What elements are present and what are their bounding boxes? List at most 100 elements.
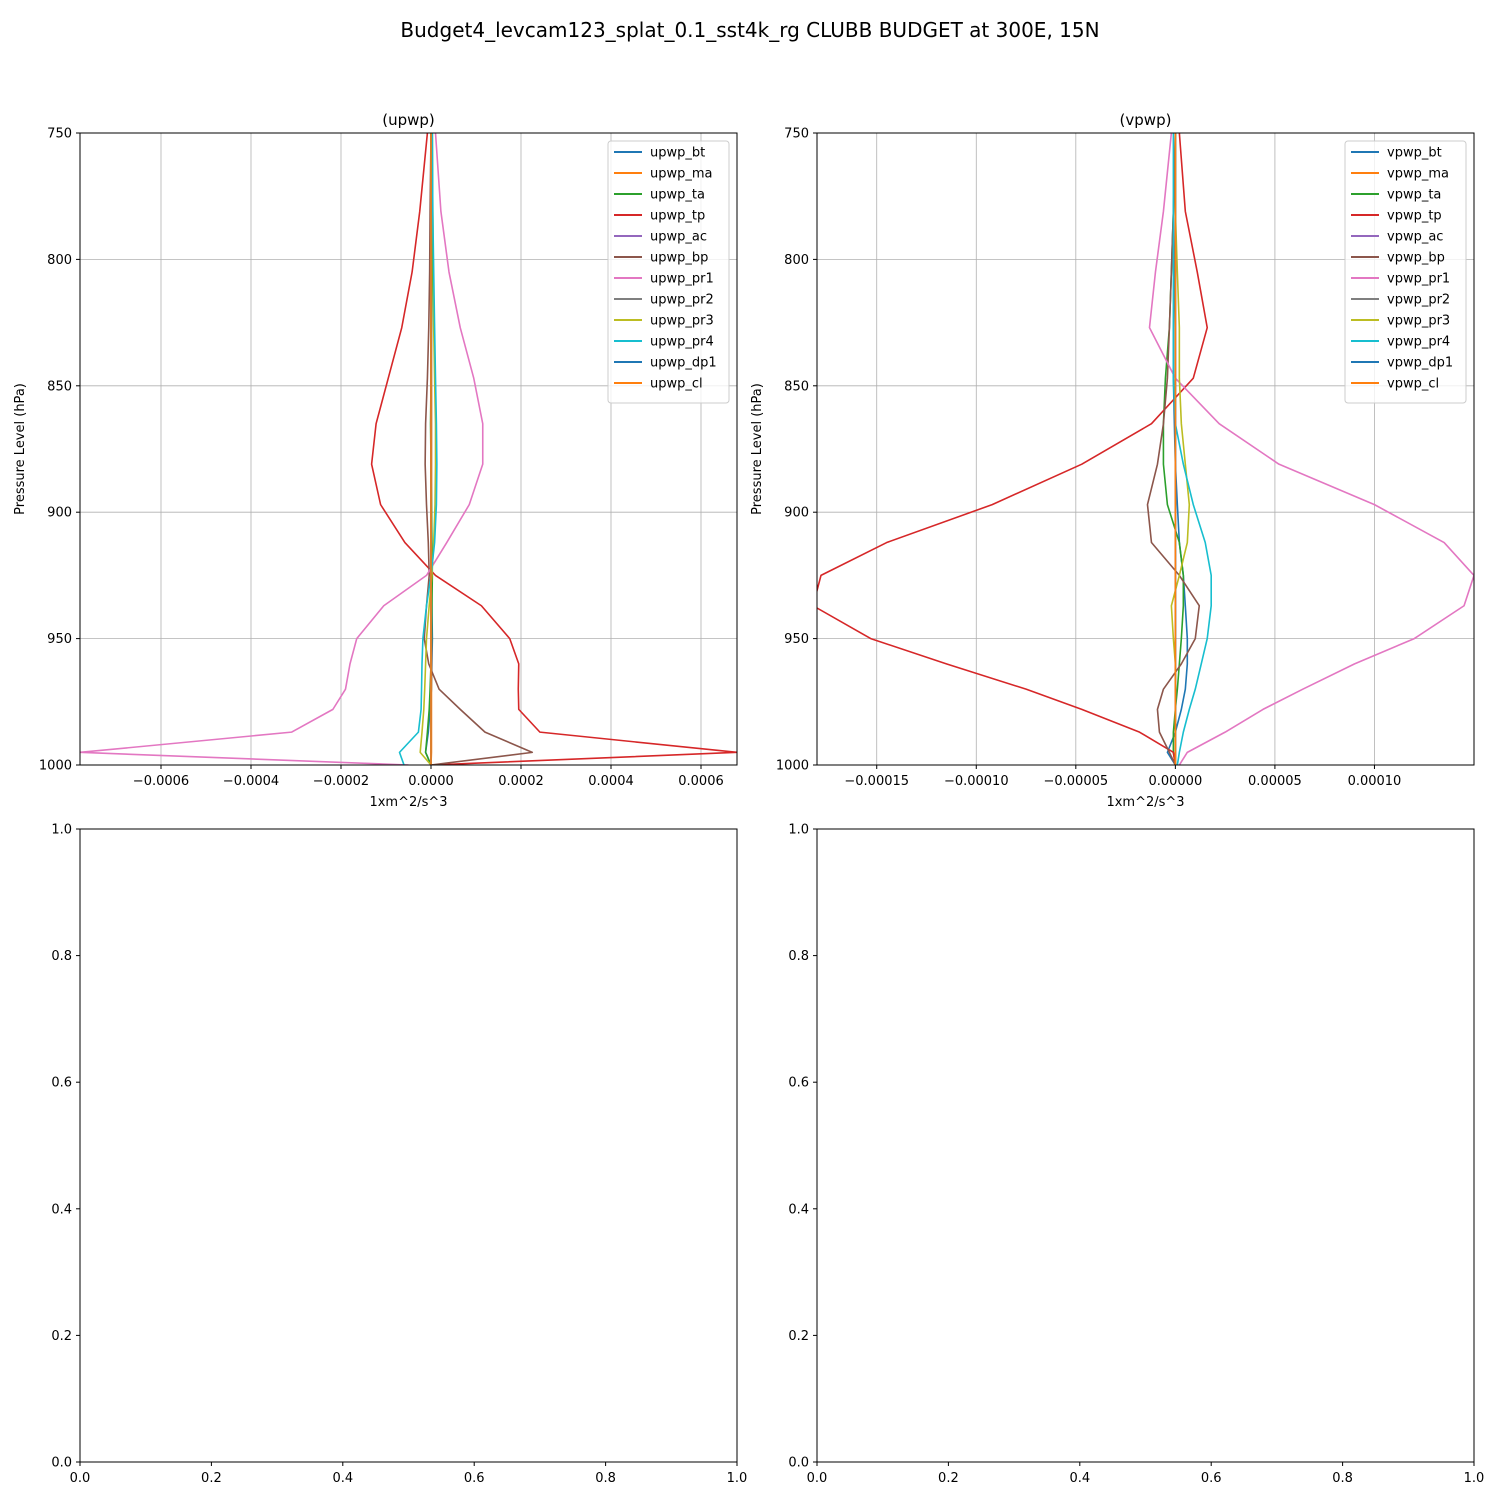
panel-empty-bottom-right: 0.0 0.2 0.4 0.6 0.8 1.0 0.0 0.2 0.4 0.6 0.8 1.0 (788, 823, 1484, 1487)
y-tick-label: 950 (784, 632, 809, 647)
legend-label: vpwp_ta (1387, 188, 1441, 203)
axes-frame (79, 828, 738, 1463)
y-tick-label: 0.2 (788, 1329, 809, 1344)
y-tick-label: 0.4 (51, 1202, 72, 1217)
x-tick-label: 0.0002 (498, 774, 544, 789)
x-tick-label: −0.00015 (844, 774, 909, 789)
series-line-upwp_bp (423, 133, 534, 765)
x-tick-label: 0.4 (1069, 1471, 1090, 1486)
x-tick-label: 0.0006 (678, 774, 724, 789)
legend-label: vpwp_ac (1387, 230, 1443, 245)
legend-label: upwp_cl (650, 377, 703, 392)
x-tick-label: 0.00000 (1148, 774, 1202, 789)
y-tick-label: 0.0 (788, 1456, 809, 1471)
panel-empty-bottom-left: 0.0 0.2 0.4 0.6 0.8 1.0 0.0 0.2 0.4 0.6 0.8 1.0 (51, 823, 747, 1487)
y-tick-label: 850 (47, 379, 72, 394)
y-tick-label: 0.8 (788, 949, 809, 964)
series-group (817, 133, 1474, 765)
legend-label: vpwp_pr3 (1387, 314, 1450, 329)
y-tick-label: 0.4 (788, 1202, 809, 1217)
y-tick-label: 850 (784, 379, 809, 394)
y-tick-label: 900 (784, 506, 809, 521)
legend-label: vpwp_cl (1387, 377, 1439, 392)
legend-label: upwp_ac (650, 230, 707, 245)
x-tick-label: 0.2 (938, 1471, 959, 1486)
x-tick-label: 0.00005 (1248, 774, 1302, 789)
x-tick-label: 0.0004 (588, 774, 634, 789)
legend-label: vpwp_bt (1387, 146, 1442, 161)
series-line-upwp_pr1 (80, 133, 484, 765)
axes-frame (816, 132, 1475, 766)
y-tick-label: 0.6 (51, 1076, 72, 1091)
legend-label: upwp_dp1 (650, 356, 717, 371)
legend-label: upwp_pr4 (650, 335, 714, 350)
x-tick-label: 0.0 (807, 1471, 828, 1486)
panel-title: (vpwp) (1120, 111, 1172, 129)
y-axis-label: Pressure Level (hPa) (750, 383, 765, 515)
legend-label: vpwp_bp (1387, 251, 1445, 266)
legend-label: vpwp_ma (1387, 167, 1449, 182)
series-line-vpwp_bp (1146, 133, 1201, 765)
panel-vpwp: −0.00015 −0.00010 −0.00005 0.00000 0.00005 0.… (750, 111, 1475, 810)
x-tick-label: −0.00005 (1043, 774, 1108, 789)
legend-label: upwp_ma (650, 167, 713, 182)
legend-label: vpwp_pr2 (1387, 293, 1450, 308)
y-tick-label: 0.8 (51, 949, 72, 964)
y-tick-label: 1.0 (51, 823, 72, 838)
x-tick-label: 0.0000 (408, 774, 454, 789)
series-line-upwp_pr4 (398, 133, 438, 765)
legend: upwp_bt upwp_ma upwp_ta upwp_tp upwp_ac upwp_… (607, 140, 730, 404)
series-group (80, 133, 737, 765)
x-tick-label: −0.0002 (313, 774, 369, 789)
legend-label: vpwp_pr1 (1387, 272, 1450, 287)
legend-label: upwp_pr3 (650, 314, 714, 329)
axes-frame (816, 828, 1475, 1463)
legend-label: upwp_bp (650, 251, 708, 266)
y-tick-label: 750 (784, 127, 809, 142)
legend-label: upwp_tp (650, 209, 705, 224)
panel-title: (upwp) (382, 111, 435, 129)
y-tick-label: 1.0 (788, 823, 809, 838)
x-tick-label: −0.0006 (133, 774, 189, 789)
legend-label: vpwp_pr4 (1387, 335, 1450, 350)
figure-suptitle: Budget4_levcam123_splat_0.1_sst4k_rg CLU… (400, 18, 1099, 42)
x-tick-label: 0.2 (201, 1471, 222, 1486)
x-tick-label: −0.0004 (223, 774, 279, 789)
x-tick-label: 0.00010 (1348, 774, 1402, 789)
x-tick-label: −0.00010 (944, 774, 1009, 789)
legend-box (1344, 140, 1467, 404)
x-axis-label: 1xm^2/s^3 (369, 795, 447, 810)
series-line-vpwp_tp (817, 133, 1209, 765)
legend-label: vpwp_dp1 (1387, 356, 1453, 371)
x-tick-label: 1.0 (1464, 1471, 1485, 1486)
y-tick-label: 0.6 (788, 1076, 809, 1091)
x-tick-label: 0.8 (595, 1471, 616, 1486)
x-tick-label: 0.6 (464, 1471, 485, 1486)
y-tick-label: 1000 (39, 759, 72, 774)
legend-label: upwp_pr1 (650, 272, 714, 287)
x-tick-label: 0.0 (70, 1471, 91, 1486)
x-tick-label: 0.8 (1332, 1471, 1353, 1486)
y-tick-label: 900 (47, 506, 72, 521)
series-line-vpwp_pr4 (1172, 133, 1212, 765)
panel-upwp: −0.0006 −0.0004 −0.0002 0.0000 0.0002 0.0004 0… (13, 111, 738, 810)
x-tick-label: 0.6 (1201, 1471, 1222, 1486)
y-tick-label: 800 (47, 253, 72, 268)
y-axis-label: Pressure Level (hPa) (13, 383, 28, 515)
y-tick-label: 1000 (776, 759, 809, 774)
series-line-vpwp_pr1 (1148, 133, 1474, 765)
series-line-upwp_tp (370, 133, 737, 765)
y-tick-label: 750 (47, 127, 72, 142)
y-tick-label: 950 (47, 632, 72, 647)
legend-label: upwp_ta (650, 188, 705, 203)
x-tick-label: 0.4 (332, 1471, 353, 1486)
legend-label: upwp_bt (650, 146, 705, 161)
legend-label: upwp_pr2 (650, 293, 714, 308)
y-tick-label: 0.2 (51, 1329, 72, 1344)
legend: vpwp_bt vpwp_ma vpwp_ta vpwp_tp vpwp_ac vpwp_… (1344, 140, 1467, 404)
x-axis-label: 1xm^2/s^3 (1106, 795, 1184, 810)
axes-frame (79, 132, 738, 766)
y-tick-label: 800 (784, 253, 809, 268)
